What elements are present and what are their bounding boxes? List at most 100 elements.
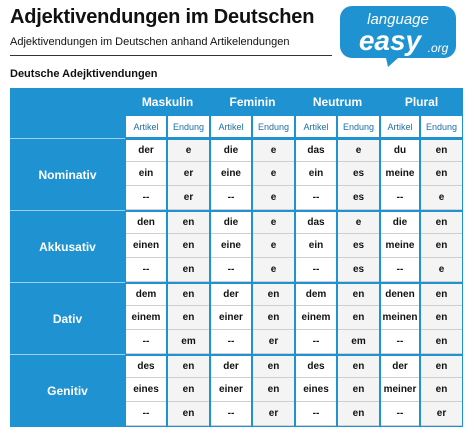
ending-cell: en — [168, 354, 209, 378]
article-cell: -- — [381, 330, 419, 354]
ending-cell: en — [421, 378, 462, 402]
page-title: Adjektivendungen im Deutschen — [10, 6, 315, 28]
ending-cell: en — [421, 282, 462, 306]
page-subtitle: Adjektivendungen im Deutschen anhand Art… — [10, 36, 290, 48]
article-cell: eine — [211, 162, 251, 186]
ending-cell: es — [338, 258, 379, 282]
article-cell: des — [126, 354, 166, 378]
article-cell: -- — [381, 402, 419, 426]
ending-cell: en — [421, 234, 462, 258]
article-cell: -- — [381, 186, 419, 210]
article-cell: du — [381, 138, 419, 162]
gender-header-feminin: Feminin — [229, 94, 276, 109]
article-cell: denen — [381, 282, 419, 306]
corner-cell — [10, 88, 125, 138]
ending-cell: e — [253, 234, 294, 258]
subheader-artikel: Artikel — [381, 116, 419, 137]
ending-cell: en — [421, 210, 462, 234]
ending-cell: e — [253, 162, 294, 186]
article-cell: -- — [211, 330, 251, 354]
ending-cell: e — [168, 138, 209, 162]
article-cell: -- — [296, 402, 336, 426]
ending-cell: en — [168, 402, 209, 426]
ending-cell: en — [338, 282, 379, 306]
ending-cell: er — [421, 402, 462, 426]
article-cell: -- — [126, 330, 166, 354]
subheader-artikel: Artikel — [211, 116, 251, 137]
article-cell: dem — [126, 282, 166, 306]
article-cell: eine — [211, 234, 251, 258]
ending-cell: en — [338, 354, 379, 378]
article-cell: ein — [126, 162, 166, 186]
article-cell: meine — [381, 234, 419, 258]
article-cell: -- — [211, 258, 251, 282]
subheader-artikel: Artikel — [126, 116, 166, 137]
ending-cell: en — [421, 138, 462, 162]
article-cell: die — [211, 138, 251, 162]
article-cell: -- — [126, 186, 166, 210]
ending-cell: em — [338, 330, 379, 354]
gender-header-maskulin: Maskulin — [141, 94, 194, 109]
adjective-endings-table: Maskulin Feminin Neutrum Plural Artikel … — [10, 88, 463, 427]
article-cell: -- — [296, 258, 336, 282]
ending-cell: en — [421, 162, 462, 186]
ending-cell: e — [253, 186, 294, 210]
ending-cell: en — [168, 210, 209, 234]
article-cell: das — [296, 210, 336, 234]
article-cell: dem — [296, 282, 336, 306]
article-cell: -- — [381, 258, 419, 282]
article-cell: -- — [296, 330, 336, 354]
article-cell: der — [211, 282, 251, 306]
subheader-endung: Endung — [338, 116, 379, 137]
case-label-akkusativ: Akkusativ — [10, 210, 125, 282]
ending-cell: en — [338, 378, 379, 402]
ending-cell: en — [168, 306, 209, 330]
gender-header-neutrum: Neutrum — [312, 94, 363, 109]
ending-cell: er — [168, 162, 209, 186]
article-cell: eines — [296, 378, 336, 402]
case-label-nominativ: Nominativ — [10, 138, 125, 210]
article-cell: eines — [126, 378, 166, 402]
article-cell: einem — [296, 306, 336, 330]
article-cell: ein — [296, 162, 336, 186]
article-cell: den — [126, 210, 166, 234]
article-cell: des — [296, 354, 336, 378]
logo-line1: language — [367, 11, 429, 28]
ending-cell: en — [168, 258, 209, 282]
logo-line2: easy — [359, 25, 423, 56]
case-label-genitiv: Genitiv — [10, 354, 125, 426]
article-cell: einen — [126, 234, 166, 258]
ending-cell: en — [168, 234, 209, 258]
ending-cell: en — [168, 282, 209, 306]
article-cell: einer — [211, 378, 251, 402]
article-cell: die — [211, 210, 251, 234]
article-cell: meiner — [381, 378, 419, 402]
section-label: Deutsche Adejktivendungen — [10, 68, 158, 80]
ending-cell: e — [253, 210, 294, 234]
article-cell: ein — [296, 234, 336, 258]
article-cell: das — [296, 138, 336, 162]
ending-cell: en — [168, 378, 209, 402]
ending-cell: e — [421, 186, 462, 210]
article-cell: der — [211, 354, 251, 378]
ending-cell: e — [253, 258, 294, 282]
ending-cell: es — [338, 234, 379, 258]
gender-header-plural: Plural — [404, 94, 439, 109]
article-cell: meinen — [381, 306, 419, 330]
case-label-dativ: Dativ — [10, 282, 125, 354]
ending-cell: er — [168, 186, 209, 210]
article-cell: die — [381, 210, 419, 234]
ending-cell: e — [338, 210, 379, 234]
ending-cell: en — [253, 378, 294, 402]
subheader-artikel: Artikel — [296, 116, 336, 137]
article-cell: einer — [211, 306, 251, 330]
ending-cell: en — [338, 402, 379, 426]
ending-cell: e — [338, 138, 379, 162]
ending-cell: e — [421, 258, 462, 282]
ending-cell: e — [253, 138, 294, 162]
ending-cell: em — [168, 330, 209, 354]
subheader-endung: Endung — [421, 116, 462, 137]
article-cell: -- — [296, 186, 336, 210]
ending-cell: en — [421, 306, 462, 330]
ending-cell: er — [253, 330, 294, 354]
